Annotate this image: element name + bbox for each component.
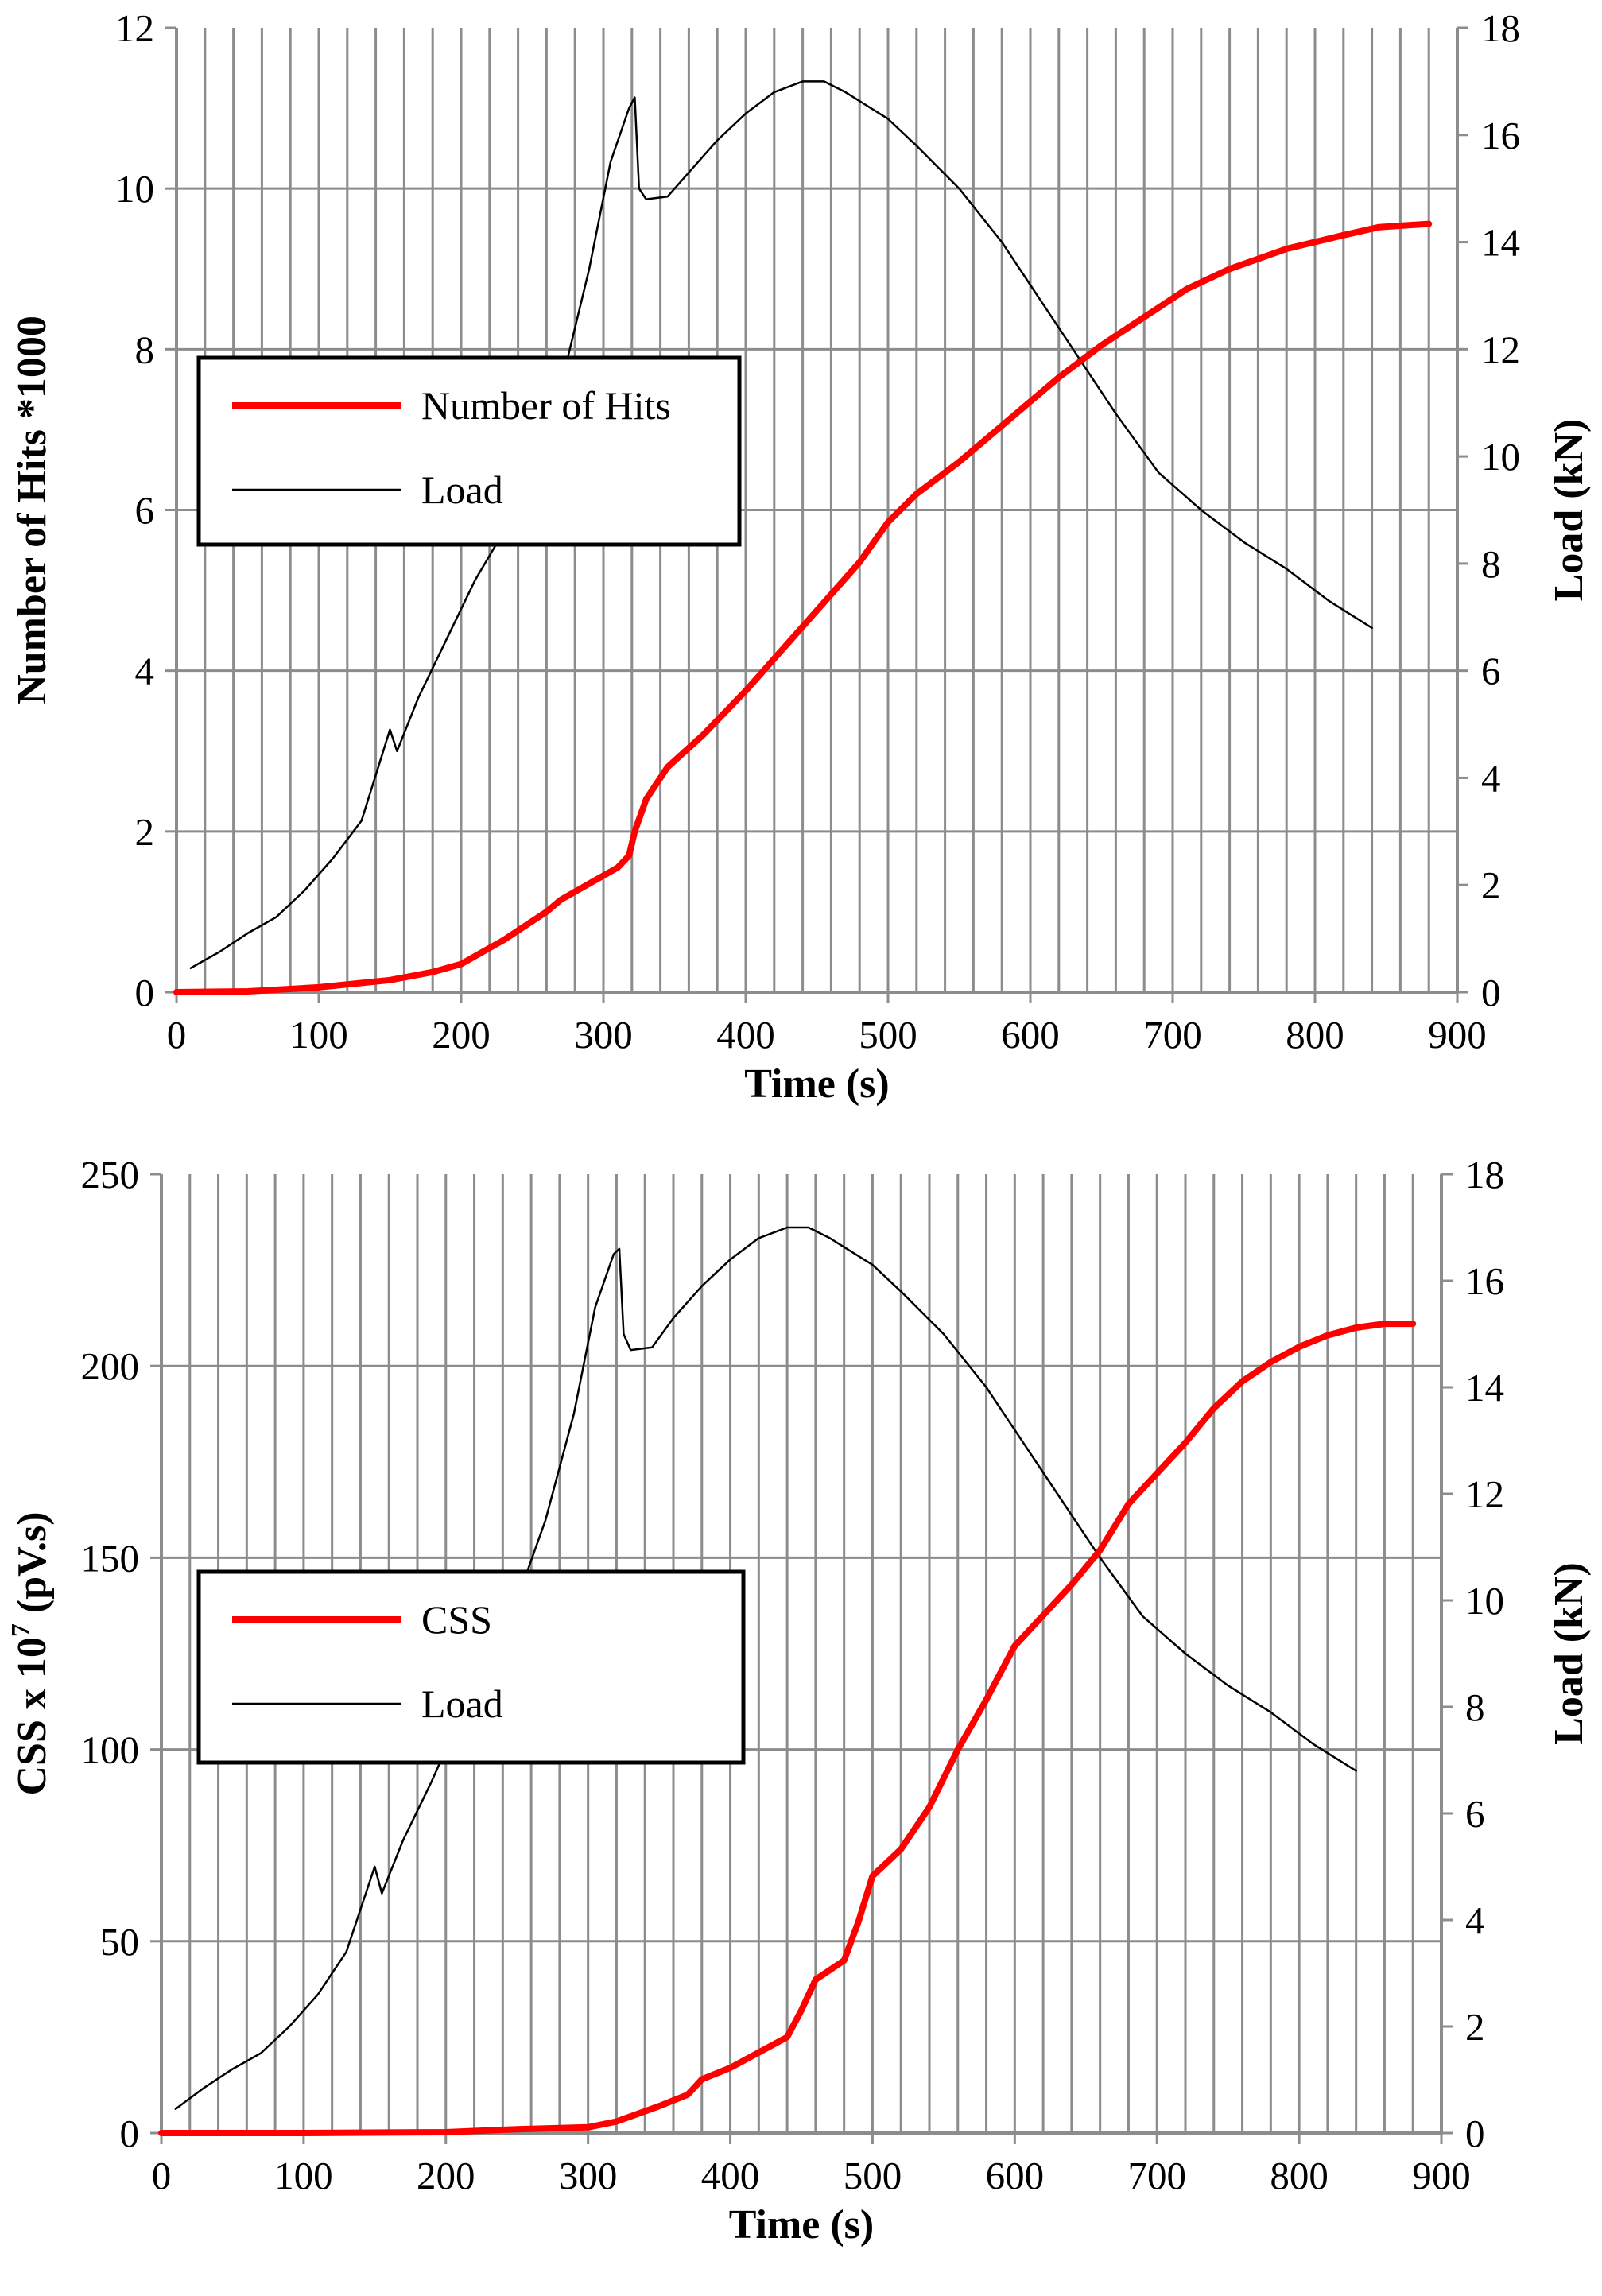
x-tick-label: 900 [1428,1013,1487,1057]
legend: CSS Load [196,1569,746,1765]
y-tick-label: 0 [135,971,155,1014]
y2-axis-label: Load (kN) [1546,1562,1592,1745]
legend-label: Number of Hits [421,383,671,428]
x-tick-label: 500 [859,1013,917,1057]
y-tick-label: 2 [135,810,155,854]
y-axis-label-sup: 7 [6,1623,36,1637]
x-tick-label: 200 [417,2154,475,2197]
x-tick-label: 0 [167,1013,187,1057]
x-axis-label: Time (s) [729,2202,874,2248]
x-tick-label: 100 [274,2154,333,2197]
y2-tick-label: 12 [1465,1472,1504,1516]
x-tick-label: 700 [1127,2154,1186,2197]
y-tick-label: 4 [135,650,155,693]
x-tick-label: 700 [1143,1013,1202,1057]
legend-label: Load [421,1681,503,1726]
legend-box [196,355,742,547]
y2-tick-label: 14 [1481,221,1520,265]
x-tick-label: 0 [152,2154,172,2197]
x-tick-label: 800 [1286,1013,1344,1057]
y-axis-label-unit: (pV.s) [10,1511,55,1623]
y2-tick-label: 2 [1481,863,1501,907]
series-line-css [158,1321,1417,2136]
x-tick-label: 900 [1412,2154,1471,2197]
y2-tick-label: 0 [1481,971,1501,1014]
y-tick-label: 8 [135,328,155,371]
x-tick-label: 400 [716,1013,775,1057]
legend-label: Load [421,467,503,512]
y-tick-label: 250 [81,1153,140,1196]
y-axis-label: CSS x 107 (pV.s) [6,1511,55,1795]
y-tick-label: 12 [115,6,154,50]
x-tick-label: 300 [559,2154,618,2197]
y2-tick-label: 10 [1481,435,1520,479]
y2-tick-label: 18 [1465,1153,1504,1196]
legend: Number of Hits Load [196,355,742,547]
y2-tick-label: 16 [1465,1259,1504,1303]
y2-tick-label: 10 [1465,1579,1504,1623]
chart-1: 0 100 200 300 400 500 600 700 800 900024681012024… [10,6,1592,1107]
x-tick-label: 600 [1001,1013,1060,1057]
x-tick-label: 500 [844,2154,902,2197]
y2-tick-label: 6 [1465,1792,1485,1836]
y-tick-label: 50 [100,1920,139,1964]
y2-tick-label: 12 [1481,328,1520,371]
y2-tick-label: 4 [1465,1898,1485,1942]
y-axis-label-main: CSS x 10 [10,1637,55,1795]
x-tick-label: 100 [289,1013,348,1057]
y2-tick-label: 2 [1465,2005,1485,2049]
x-tick-label: 400 [701,2154,760,2197]
x-tick-label: 300 [574,1013,633,1057]
y-tick-label: 150 [81,1536,140,1580]
y-axis-label: Number of Hits *1000 [10,316,55,704]
y-tick-label: 200 [81,1344,140,1388]
y2-tick-label: 8 [1481,542,1501,586]
x-axis-label: Time (s) [744,1061,889,1107]
y2-tick-label: 4 [1481,756,1501,800]
y-tick-label: 100 [81,1728,140,1772]
y2-tick-label: 14 [1465,1366,1504,1410]
series-line-load [174,1226,1357,2111]
y-axis-label-main: Number of Hits *1000 [10,316,55,704]
y2-tick-label: 8 [1465,1685,1485,1729]
y2-tick-label: 16 [1481,114,1520,157]
y2-axis-label: Load (kN) [1546,419,1592,602]
y2-tick-label: 18 [1481,6,1520,50]
x-tick-label: 600 [986,2154,1045,2197]
y-tick-label: 10 [115,167,154,211]
series-line-number-of-hits [173,220,1433,995]
y-tick-label: 0 [120,2112,140,2155]
legend-label: CSS [421,1597,492,1642]
x-tick-label: 200 [432,1013,491,1057]
x-tick-label: 800 [1270,2154,1329,2197]
legend-box [196,1569,746,1765]
y-tick-label: 6 [135,489,155,533]
y2-tick-label: 6 [1481,650,1501,693]
y2-tick-label: 0 [1465,2112,1485,2155]
chart-2: 0 100 200 300 400 500 600 700 800 900050100150200… [6,1153,1592,2248]
